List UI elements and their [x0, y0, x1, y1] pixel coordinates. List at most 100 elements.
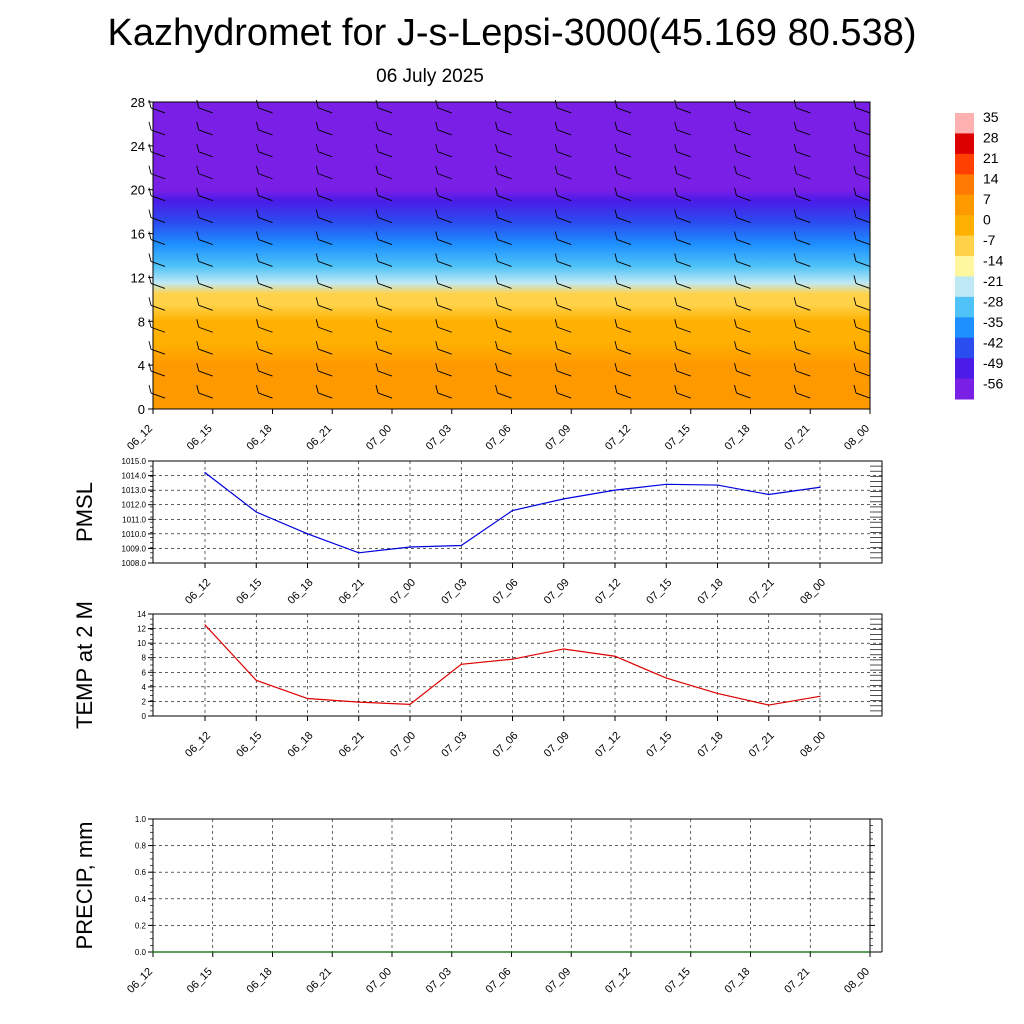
wind-barb [796, 348, 811, 355]
wind-barb-flag [196, 362, 200, 372]
colorbar-tick-label: 14 [983, 171, 999, 187]
precip-x-tick-label: 07_21 [782, 966, 812, 996]
wind-barb [855, 129, 871, 136]
wind-barb [736, 261, 751, 267]
wind-barb-flag [734, 209, 737, 218]
wind-barb-flag [853, 362, 857, 372]
precip-y-tick-label: 0.4 [135, 895, 147, 904]
profile-x-tick-label: 06_12 [125, 423, 155, 453]
wind-barb [198, 239, 213, 245]
wind-barb [198, 282, 213, 289]
precip-y-axis-label: PRECIP, mm [72, 822, 97, 950]
wind-barb-flag [256, 341, 259, 350]
wind-barb [796, 151, 811, 158]
wind-barb-flag [674, 231, 678, 240]
profile-y-tick-label: 12 [131, 270, 145, 285]
wind-barb [258, 304, 273, 311]
wind-barb-flag [256, 121, 259, 131]
wind-barb-flag [554, 253, 558, 262]
wind-barb [437, 370, 452, 377]
wind-barb-flag [853, 99, 857, 109]
temp-data-point [614, 655, 616, 657]
wind-barb [198, 392, 213, 399]
wind-barb-flag [554, 209, 558, 218]
wind-barb [497, 173, 512, 180]
wind-barb-flag [435, 209, 439, 218]
wind-barb-flag [315, 275, 319, 284]
wind-barb [497, 239, 512, 245]
wind-barb-flag [853, 297, 857, 306]
wind-barb-flag [495, 319, 498, 328]
profile-x-tick-label: 07_21 [782, 423, 812, 453]
wind-barb [198, 348, 213, 355]
wind-barb [258, 129, 273, 136]
pmsl-y-tick-label: 1014.0 [122, 472, 147, 481]
wind-barb-flag [315, 341, 319, 350]
pmsl-x-tick-label: 07_18 [696, 577, 726, 607]
wind-barb [676, 129, 691, 136]
wind-barb-flag [435, 99, 439, 109]
temp-x-tick-label: 08_00 [798, 730, 828, 760]
wind-barb [676, 261, 691, 267]
wind-barb-flag [315, 319, 319, 328]
wind-barb [437, 261, 452, 267]
wind-barb-flag [196, 187, 200, 196]
wind-barb [616, 239, 632, 245]
wind-barb [616, 370, 632, 377]
wind-barb-flag [435, 187, 439, 196]
wind-barb-flag [196, 297, 200, 306]
wind-barb-flag [315, 209, 319, 218]
wind-barb-flag [375, 209, 379, 218]
wind-barb-flag [793, 341, 797, 350]
wind-barb-flag [495, 384, 498, 394]
wind-barb-flag [793, 319, 797, 328]
wind-barb-flag [674, 209, 678, 218]
wind-barb [377, 348, 393, 355]
wind-barb-flag [853, 319, 857, 328]
wind-barb-flag [614, 362, 618, 372]
temp-x-tick-label: 06_21 [337, 730, 367, 760]
pmsl-data-point [768, 493, 770, 496]
wind-barb [497, 282, 512, 289]
temp-y-tick-label: 14 [137, 610, 146, 619]
colorbar-segment [955, 337, 974, 359]
wind-barb-flag [375, 253, 379, 262]
wind-barb-flag [495, 341, 498, 350]
temp-x-tick-label: 06_12 [183, 730, 213, 760]
wind-barb [557, 239, 572, 245]
wind-barb-flag [614, 165, 618, 174]
wind-barb [377, 392, 393, 399]
wind-barb-flag [614, 121, 618, 131]
precip-x-tick-label: 08_00 [842, 966, 872, 996]
wind-barb-flag [614, 384, 618, 394]
wind-barb [736, 217, 751, 224]
colorbar-segment [955, 133, 974, 155]
wind-barb-flag [495, 362, 498, 372]
wind-barb-flag [554, 231, 558, 240]
wind-barb-flag [315, 121, 319, 131]
wind-barb-flag [853, 209, 857, 218]
wind-barb [377, 304, 393, 311]
precip-x-tick-label: 06_12 [125, 966, 155, 996]
precip-x-tick-label: 07_00 [364, 966, 394, 996]
temp-data-point [665, 677, 667, 679]
wind-barb-flag [148, 297, 152, 306]
wind-barb [437, 107, 452, 114]
wind-barb [557, 392, 572, 399]
profile-x-tick-label: 06_18 [245, 423, 275, 453]
wind-barb [616, 173, 632, 180]
wind-barb [796, 107, 811, 114]
wind-barb [616, 151, 632, 158]
wind-barb [796, 239, 811, 245]
wind-barb [736, 151, 751, 158]
temp-x-tick-label: 07_12 [593, 730, 623, 760]
wind-barb [198, 195, 213, 202]
wind-barb-flag [495, 209, 498, 218]
wind-barb [557, 129, 572, 136]
precip-x-tick-label: 07_18 [723, 966, 753, 996]
wind-barb [258, 151, 273, 158]
wind-barb [198, 107, 213, 114]
wind-barb [855, 370, 871, 377]
wind-barb [855, 261, 871, 267]
temp-y-tick-label: 2 [142, 697, 147, 706]
